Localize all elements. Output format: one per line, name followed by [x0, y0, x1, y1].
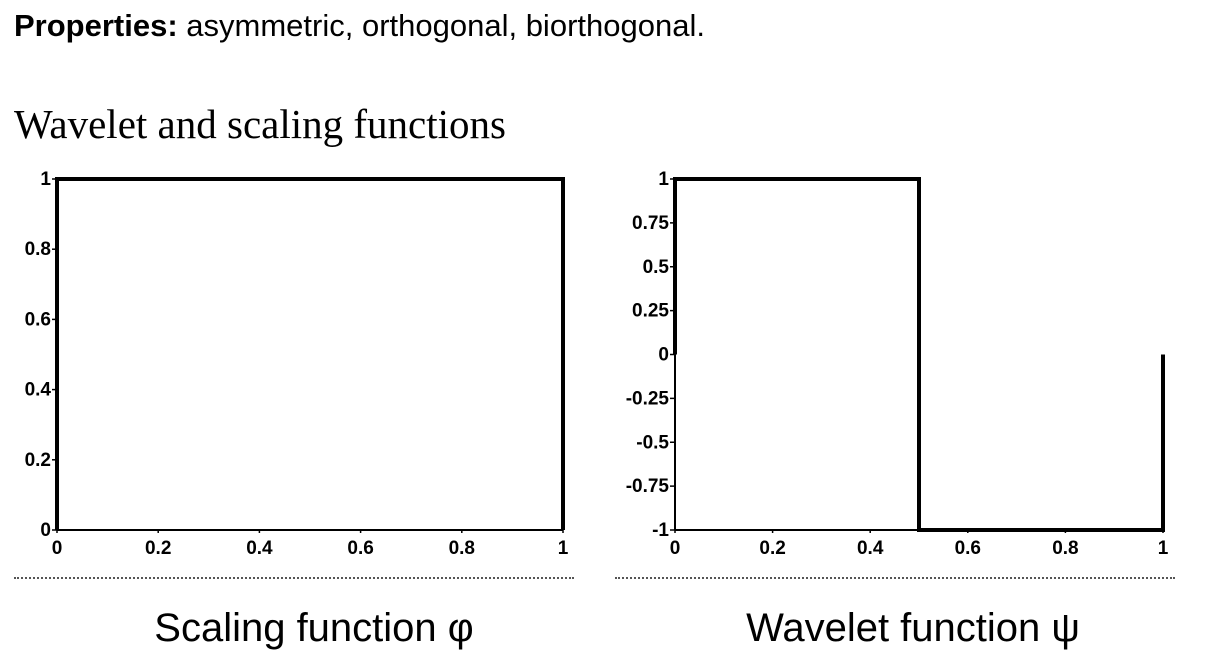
scaling-function-chart: 0 0.2 0.4 0.6 0.8 1 0 0.2 0.4 0.6 0.8 1: [25, 169, 569, 559]
scaling-x-tick-label: 1: [558, 538, 569, 559]
scaling-x-tick-label: 0: [52, 538, 63, 559]
wavelet-y-tick-label: -0.5: [636, 432, 669, 453]
properties-label: Properties:: [14, 8, 178, 43]
wavelet-y-tick-label: -0.75: [626, 476, 670, 497]
wavelet-x-tick-label: 0.4: [857, 538, 884, 559]
wavelet-x-tick-label: 0.2: [759, 538, 785, 559]
scaling-x-tick-label: 0.2: [145, 538, 171, 559]
scaling-x-tick-label: 0.6: [347, 538, 373, 559]
wavelet-y-tick-label: 0.75: [632, 213, 669, 234]
scaling-y-tick-label: 0.6: [25, 309, 51, 330]
wavelet-y-tick-label: -1: [652, 520, 669, 541]
properties-line: Properties: asymmetric, orthogonal, bior…: [14, 6, 705, 46]
wavelet-x-tick-label: 0.6: [955, 538, 981, 559]
scaling-y-tick-label: 0.4: [25, 380, 52, 401]
scaling-function-caption: Scaling function φ: [154, 606, 474, 650]
wavelet-function-chart: 10.750.50.250-0.25-0.5-0.75-10 0.2 0.4 0.6 0…: [626, 169, 1169, 559]
scaling-chart-divider: [14, 577, 574, 579]
wavelet-y-tick-label: 1: [658, 169, 669, 190]
properties-text: asymmetric, orthogonal, biorthogonal.: [177, 8, 705, 43]
wavelet-x-tick-label: 0: [670, 538, 681, 559]
wavelet-series-line: [673, 177, 1165, 532]
scaling-y-tick-label: 0.8: [25, 239, 51, 260]
wavelet-y-tick-label: 0.5: [643, 257, 670, 278]
wavelet-y-tick-label: 0.25: [632, 301, 669, 322]
wavelet-function-caption: Wavelet function ψ: [746, 606, 1080, 650]
scaling-y-tick-label: 1: [40, 169, 51, 190]
wavelet-x-tick-label: 1: [1158, 538, 1169, 559]
wavelet-y-tick-label: 0: [658, 345, 669, 366]
scaling-series-line: [55, 177, 565, 530]
wavelet-x-tick-label: 0.8: [1052, 538, 1078, 559]
scaling-x-tick-label: 0.4: [246, 538, 273, 559]
scaling-y-tick-label: 0.2: [25, 450, 51, 471]
wavelet-chart-divider: [615, 577, 1175, 579]
section-title: Wavelet and scaling functions: [14, 101, 506, 147]
scaling-x-tick-label: 0.8: [449, 538, 475, 559]
wavelet-y-tick-label: -0.25: [626, 388, 670, 409]
scaling-y-tick-label: 0: [40, 520, 51, 541]
